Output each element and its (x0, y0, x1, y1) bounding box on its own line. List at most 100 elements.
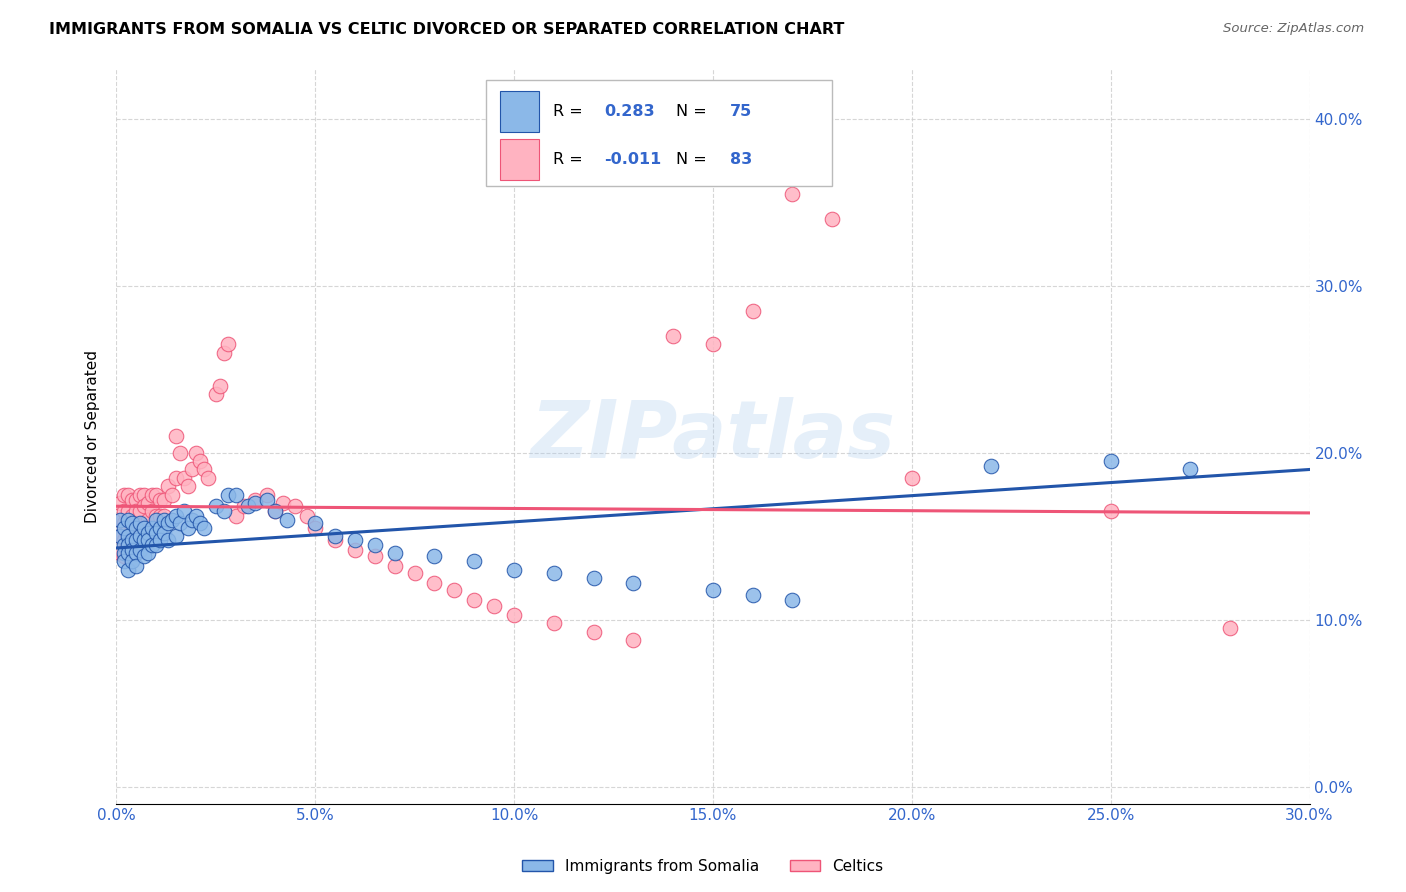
Legend: Immigrants from Somalia, Celtics: Immigrants from Somalia, Celtics (516, 853, 890, 880)
Point (423, 576, 446, 591)
Point (1099, 504, 1122, 518)
Point (125, 533, 148, 547)
Point (125, 546, 148, 560)
Point (132, 516, 155, 530)
Point (129, 487, 152, 501)
Point (245, 492, 267, 507)
Point (204, 387, 226, 401)
Point (112, 533, 135, 547)
Point (177, 521, 200, 535)
Point (295, 509, 318, 524)
Point (141, 538, 163, 552)
Point (256, 492, 278, 507)
Point (149, 492, 172, 507)
Point (236, 500, 259, 514)
Point (112, 516, 135, 530)
Point (782, 592, 804, 607)
Point (156, 479, 179, 493)
Point (145, 538, 167, 552)
Point (160, 513, 183, 527)
Point (343, 542, 366, 557)
Point (782, 186, 804, 201)
Point (232, 500, 254, 514)
Point (125, 533, 148, 547)
Point (145, 509, 167, 524)
Point (117, 487, 139, 501)
Point (110, 513, 132, 527)
Point (543, 566, 565, 580)
Point (132, 500, 155, 514)
Point (980, 459, 1002, 474)
Point (121, 516, 143, 530)
Text: -0.011: -0.011 (605, 152, 662, 167)
Point (141, 521, 163, 535)
Point (225, 509, 247, 524)
Point (741, 303, 763, 318)
Point (132, 487, 155, 501)
Point (112, 549, 135, 564)
Point (145, 487, 167, 501)
Point (741, 588, 763, 602)
Point (364, 538, 387, 552)
Point (165, 471, 187, 485)
Point (404, 566, 426, 580)
Point (193, 521, 215, 535)
Point (443, 582, 465, 597)
Point (125, 559, 148, 574)
Point (153, 509, 176, 524)
Point (160, 487, 183, 501)
Point (169, 446, 191, 460)
Point (503, 563, 526, 577)
Point (117, 521, 139, 535)
Point (117, 529, 139, 543)
Point (136, 513, 159, 527)
Point (121, 554, 143, 568)
Point (193, 462, 215, 476)
FancyBboxPatch shape (486, 79, 832, 186)
Point (153, 513, 176, 527)
Point (153, 492, 176, 507)
Point (121, 542, 143, 557)
Point (184, 509, 207, 524)
Text: 75: 75 (730, 104, 752, 119)
Point (121, 521, 143, 535)
Point (184, 446, 207, 460)
Point (125, 516, 148, 530)
Point (125, 521, 148, 535)
Point (264, 504, 287, 518)
Point (112, 504, 135, 518)
Point (121, 533, 143, 547)
Point (129, 516, 152, 530)
Point (621, 576, 644, 591)
Point (821, 211, 844, 226)
Point (110, 513, 132, 527)
Point (197, 471, 219, 485)
Point (129, 529, 152, 543)
Point (384, 559, 406, 574)
Point (482, 599, 505, 614)
Point (304, 516, 326, 530)
Point (208, 379, 231, 393)
Point (156, 516, 179, 530)
Point (125, 504, 148, 518)
FancyBboxPatch shape (501, 139, 538, 179)
Point (121, 538, 143, 552)
Point (245, 496, 267, 510)
Point (169, 516, 191, 530)
Point (217, 337, 239, 351)
Point (153, 525, 176, 540)
Point (117, 538, 139, 552)
Text: ZIPatlas: ZIPatlas (530, 397, 896, 475)
Point (225, 487, 247, 501)
Point (129, 542, 152, 557)
Point (129, 504, 152, 518)
Point (129, 521, 152, 535)
Point (188, 516, 211, 530)
Point (323, 533, 346, 547)
Point (1099, 454, 1122, 468)
Point (117, 504, 139, 518)
Point (503, 607, 526, 622)
Point (132, 533, 155, 547)
Point (136, 496, 159, 510)
Point (900, 471, 922, 485)
